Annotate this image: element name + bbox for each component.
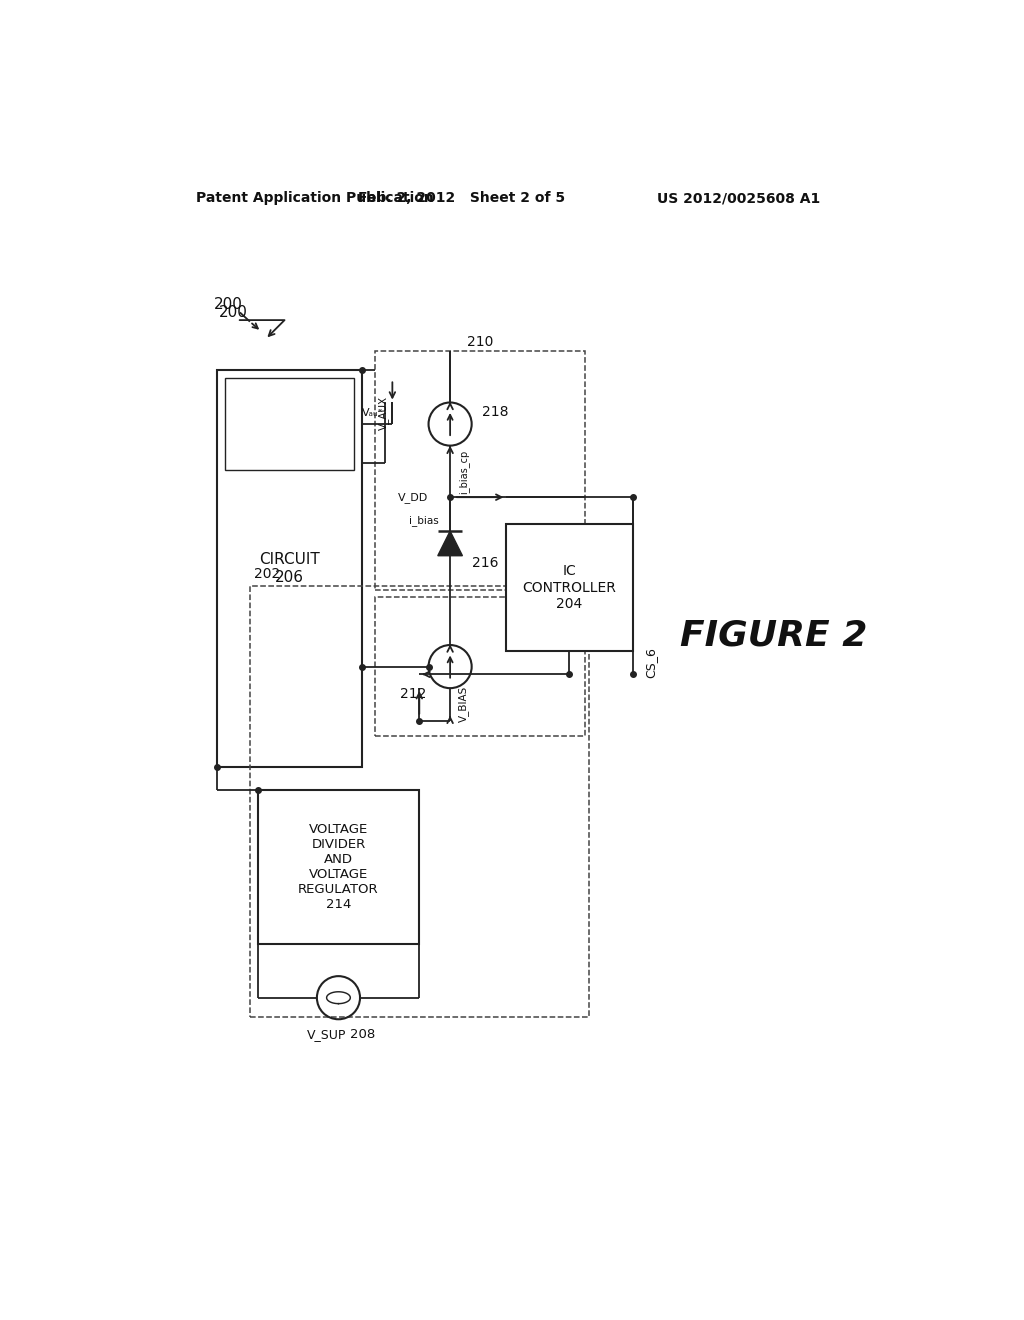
Text: 218: 218: [482, 405, 509, 420]
Bar: [506, 524, 633, 651]
Text: 208: 208: [350, 1028, 375, 1041]
Text: CIRCUIT
206: CIRCUIT 206: [259, 552, 319, 585]
Bar: [217, 370, 361, 767]
Text: i_bias_cp: i_bias_cp: [458, 449, 469, 494]
Text: 216: 216: [472, 556, 498, 570]
Text: 212: 212: [400, 686, 426, 701]
Bar: [250, 586, 589, 1016]
Polygon shape: [438, 531, 463, 556]
Text: FIGURE 2: FIGURE 2: [680, 619, 867, 653]
Text: CS_6: CS_6: [644, 647, 657, 678]
Text: VOLTAGE
DIVIDER
AND
VOLTAGE
REGULATOR
214: VOLTAGE DIVIDER AND VOLTAGE REGULATOR 21…: [298, 822, 379, 911]
Text: V_SUP: V_SUP: [307, 1028, 346, 1041]
Bar: [224, 378, 354, 470]
Text: i_bias: i_bias: [409, 515, 438, 525]
Text: 202: 202: [254, 568, 280, 581]
Text: 200: 200: [214, 297, 243, 313]
Text: Vₐᵤˣ: Vₐᵤˣ: [361, 408, 383, 418]
Text: V_AUX: V_AUX: [378, 396, 388, 430]
Text: IC
CONTROLLER
204: IC CONTROLLER 204: [522, 565, 616, 611]
Text: V_BIAS: V_BIAS: [458, 686, 469, 722]
Text: 210: 210: [467, 335, 494, 348]
Bar: [258, 789, 419, 944]
Text: Patent Application Publication: Patent Application Publication: [196, 191, 434, 206]
Bar: [376, 351, 585, 590]
Text: US 2012/0025608 A1: US 2012/0025608 A1: [657, 191, 820, 206]
Text: Feb. 2, 2012   Sheet 2 of 5: Feb. 2, 2012 Sheet 2 of 5: [358, 191, 565, 206]
Text: V_DD: V_DD: [398, 492, 429, 503]
Bar: [376, 597, 585, 737]
Text: 200: 200: [219, 305, 248, 319]
